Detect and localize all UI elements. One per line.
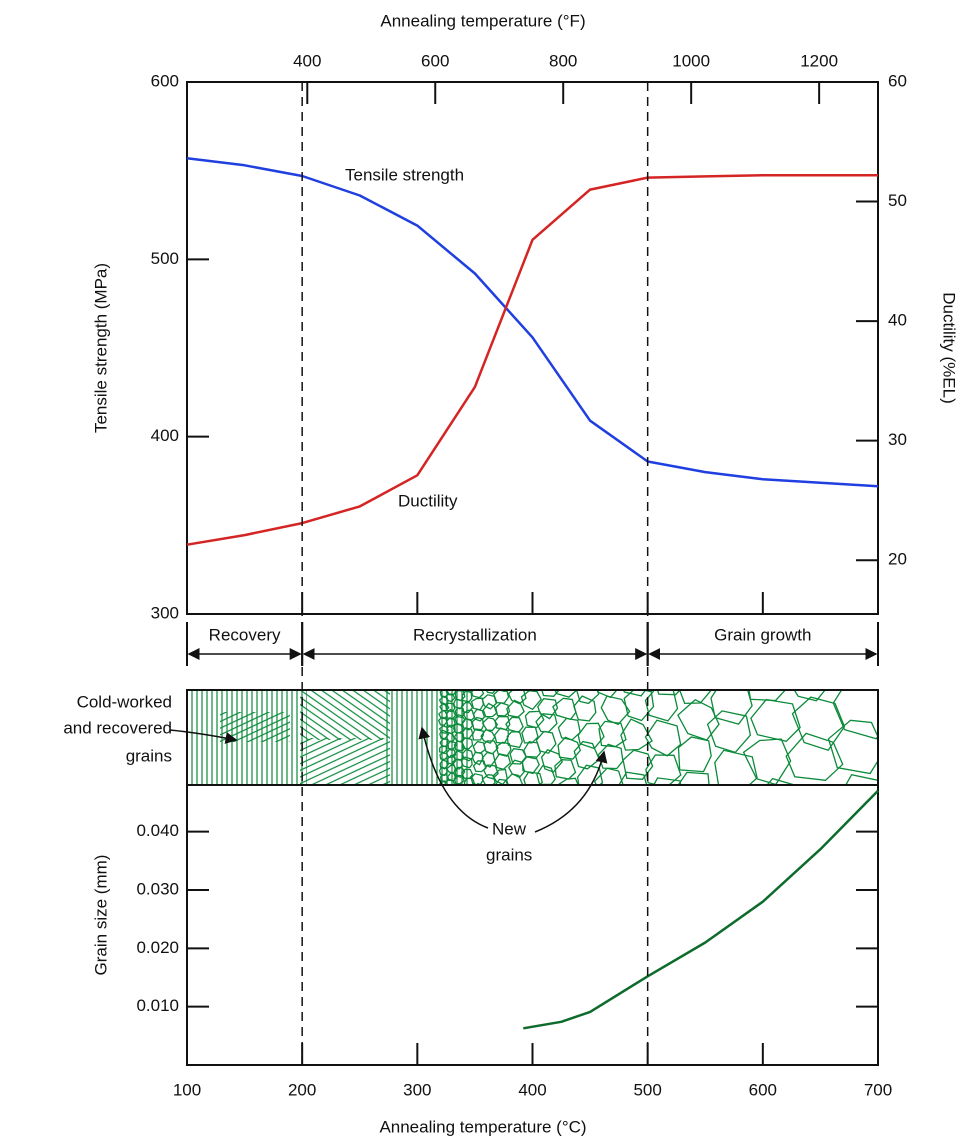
grain-cell (744, 739, 791, 785)
region-label: Grain growth (714, 625, 811, 644)
grain-cell (786, 651, 834, 701)
grain-cell (558, 718, 580, 739)
grain-cell (676, 772, 710, 804)
grain-cell (650, 778, 681, 811)
x-tick-label: 100 (173, 1080, 201, 1099)
grain-cell (523, 757, 540, 774)
grain-cell (473, 742, 485, 753)
y-tick-label: 400 (151, 426, 179, 445)
grain-cell (713, 792, 756, 830)
grain-cell (507, 732, 522, 748)
y2-tick-label: 20 (888, 550, 907, 569)
series-line (187, 158, 878, 486)
grain-cell (594, 795, 623, 824)
x-tick-label: 200 (288, 1080, 316, 1099)
x2-tick-label: 1000 (672, 51, 710, 70)
series-line (187, 175, 878, 545)
grain-cell (481, 789, 494, 803)
grain-cell (595, 768, 623, 796)
chart: Annealing temperature (°F) Annealing tem… (0, 0, 966, 1141)
annotation-text: New (492, 819, 527, 838)
grain-cell (494, 676, 509, 692)
x-tick-label: 600 (749, 1080, 777, 1099)
y-tick-label: 600 (151, 71, 179, 90)
x2-tick-label: 400 (293, 51, 321, 70)
grain-cell (593, 670, 622, 697)
y-tick-label: 0.040 (136, 821, 179, 840)
grain-cell (494, 690, 509, 703)
axis-title: Ductility (%EL) (940, 292, 959, 403)
y-tick-label: 500 (151, 249, 179, 268)
grain-cell (439, 794, 446, 801)
grain-cell (538, 786, 558, 805)
grain-cell (715, 750, 757, 789)
y-tick-label: 0.030 (136, 879, 179, 898)
grain-cell (558, 778, 581, 800)
y-tick-label: 300 (151, 603, 179, 622)
region-label: Recovery (209, 625, 281, 644)
grain-cell (462, 799, 472, 809)
grain-cell (523, 786, 541, 805)
region-label: Recrystallization (413, 625, 537, 644)
x-tick-label: 700 (864, 1080, 892, 1099)
axis-title: Tensile strength (MPa) (91, 263, 110, 433)
grain-cell (554, 674, 576, 697)
grain-cell (522, 727, 538, 743)
grain-cell (751, 700, 800, 742)
x-tick-label: 300 (403, 1080, 431, 1099)
grain-cell (601, 696, 629, 724)
grain-cell (536, 732, 556, 754)
grain-cell (894, 784, 958, 846)
x2-tick-label: 800 (549, 51, 577, 70)
axis-title: Grain size (mm) (91, 855, 110, 976)
x-tick-label: 400 (518, 1080, 546, 1099)
grain-cell (471, 793, 484, 805)
x-tick-label: 500 (633, 1080, 661, 1099)
grain-cell (793, 697, 845, 750)
page: Annealing temperature (°F) Annealing tem… (0, 0, 966, 1146)
grain-cell (786, 785, 835, 832)
grain-cell (524, 772, 542, 789)
grain-cell (464, 788, 474, 798)
x2-tick-label: 600 (421, 51, 449, 70)
series-label: Tensile strength (345, 165, 464, 184)
plot-frame (187, 785, 878, 1065)
grain-cell (573, 788, 597, 812)
grain-cell (677, 669, 712, 704)
y2-tick-label: 40 (888, 311, 907, 330)
annotation-text: grains (126, 746, 172, 765)
series-label: Ductility (398, 491, 458, 510)
axis-title: Annealing temperature (°C) (379, 1117, 586, 1136)
grain-cell (454, 785, 464, 795)
grain-cell (472, 752, 483, 765)
y2-tick-label: 30 (888, 430, 907, 449)
grain-cell (556, 794, 580, 818)
grain-cell (746, 654, 792, 700)
grain-cell (829, 720, 885, 773)
grain-cell (894, 719, 958, 783)
grain-cell (885, 677, 944, 732)
y2-tick-label: 50 (888, 191, 907, 210)
axis-title: Annealing temperature (°F) (380, 11, 585, 30)
annotation-text: grains (486, 845, 532, 864)
grain-cell (448, 787, 457, 795)
annotation-text: Cold-worked (77, 692, 172, 711)
grain-cell (472, 698, 484, 710)
x2-tick-label: 1200 (800, 51, 838, 70)
grain-cell (453, 792, 463, 802)
grain-cell (679, 737, 712, 772)
grain-cell (495, 754, 511, 769)
grain-cell (646, 755, 681, 787)
series-line (523, 791, 878, 1029)
plot-frame (187, 82, 878, 614)
grain-cell (506, 788, 524, 804)
grain-cell (555, 760, 576, 779)
grain-cell (598, 744, 623, 768)
y-tick-label: 0.010 (136, 996, 179, 1015)
annotation-text: and recovered (63, 718, 172, 737)
y2-tick-label: 60 (888, 71, 907, 90)
grain-cell (495, 728, 509, 743)
y-tick-label: 0.020 (136, 938, 179, 957)
grain-cell (495, 795, 509, 809)
